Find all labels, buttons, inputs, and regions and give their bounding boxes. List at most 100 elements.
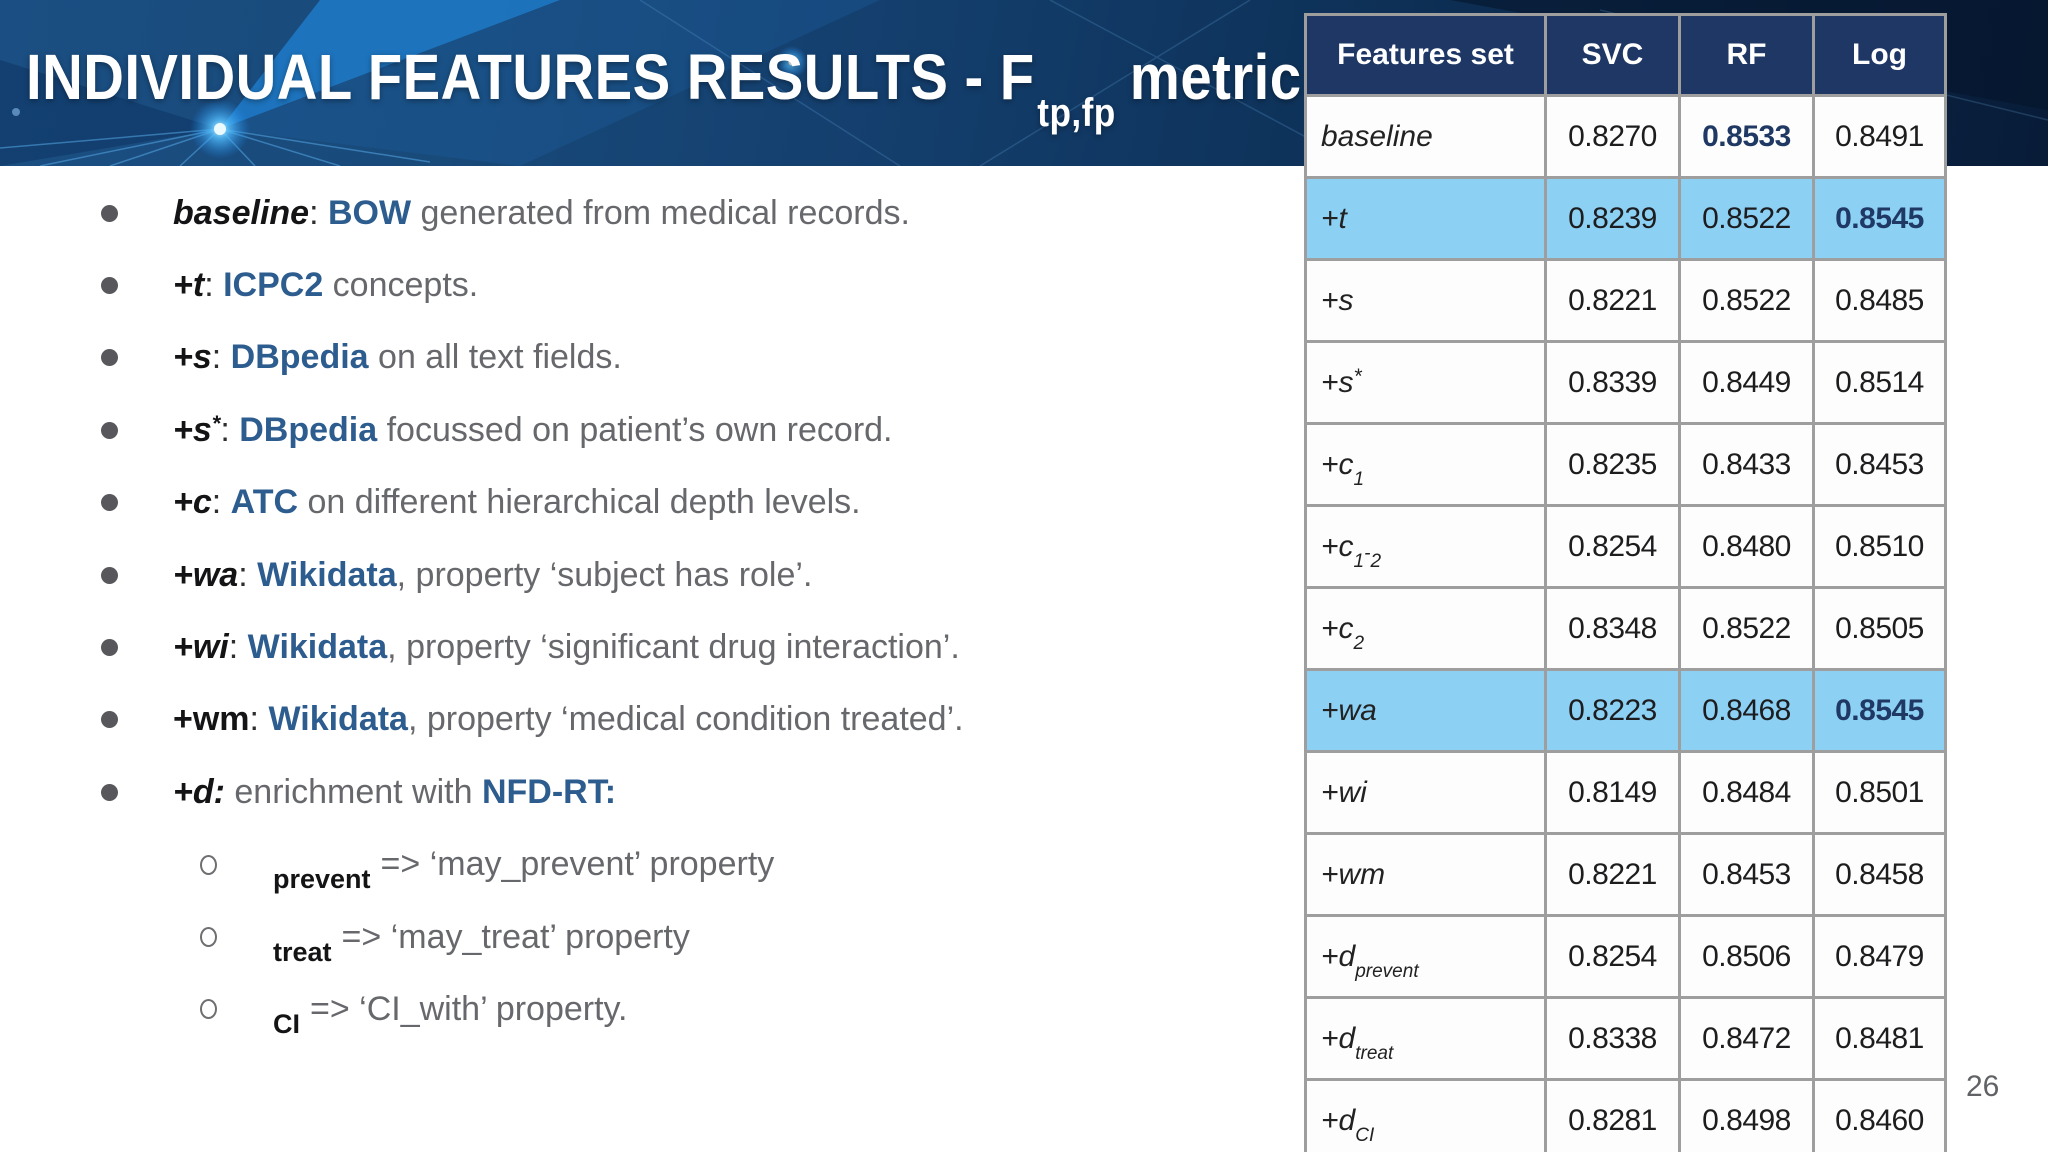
- column-header: Log: [1812, 13, 1947, 97]
- text-segment: +d:: [173, 772, 225, 811]
- list-item-text: baseline: BOW generated from medical rec…: [173, 194, 910, 233]
- metric-value-cell: 0.8481: [1812, 996, 1947, 1081]
- list-item-text: prevent => ‘may_prevent’ property: [273, 845, 774, 894]
- text-segment: , property ‘significant drug interaction…: [387, 628, 960, 667]
- table-row: +s 0.8221 0.8522 0.8485: [1304, 258, 1947, 343]
- text-segment: +wa: [173, 555, 239, 594]
- text-segment: :: [228, 628, 248, 667]
- text-segment: baseline: [173, 193, 310, 232]
- table-row: +t 0.8239 0.8522 0.8545: [1304, 176, 1947, 261]
- table-row: +dCI 0.8281 0.8498 0.8460: [1304, 1078, 1947, 1152]
- feature-label-segment: +wi: [1321, 775, 1367, 809]
- feature-label-segment: *: [1353, 364, 1362, 388]
- text-segment: prevent: [273, 864, 371, 895]
- feature-label-cell: +wa: [1304, 668, 1547, 753]
- feature-label-segment: +s: [1321, 283, 1354, 317]
- metric-value-cell: 0.8510: [1812, 504, 1947, 589]
- feature-label-segment: +wa: [1321, 693, 1377, 727]
- text-segment: on different hierarchical depth levels.: [298, 483, 861, 522]
- text-segment: concepts.: [323, 266, 479, 305]
- metric-value-cell: 0.8498: [1678, 1078, 1815, 1152]
- disc-bullet-icon: [101, 277, 118, 295]
- text-segment: generated from medical records.: [411, 193, 910, 232]
- metric-value-cell: 0.8453: [1812, 422, 1947, 507]
- table-row: +dtreat 0.8338 0.8472 0.8481: [1304, 996, 1947, 1081]
- text-segment: ATC: [230, 483, 299, 522]
- feature-label-segment: +t: [1321, 201, 1347, 235]
- text-segment: +wm: [173, 700, 250, 739]
- disc-bullet-icon: [101, 639, 118, 657]
- metric-value-cell: 0.8433: [1678, 422, 1815, 507]
- feature-label-cell: +wm: [1304, 832, 1547, 917]
- feature-label-segment: +d: [1321, 1021, 1356, 1055]
- list-item: baseline: BOW generated from medical rec…: [0, 177, 1300, 249]
- feature-label-cell: +c2: [1304, 586, 1547, 671]
- feature-label-cell: +s*: [1304, 340, 1547, 425]
- feature-label-segment: treat: [1355, 1042, 1394, 1064]
- metric-value-cell: 0.8453: [1678, 832, 1815, 917]
- feature-label-cell: +t: [1304, 176, 1547, 261]
- metric-value-cell: 0.8235: [1544, 422, 1681, 507]
- list-item-text: treat => ‘may_treat’ property: [273, 917, 690, 967]
- text-segment: => ‘may_treat’ property: [341, 917, 690, 956]
- feature-label-segment: baseline: [1321, 119, 1433, 153]
- text-segment: , property ‘subject has role’.: [396, 555, 813, 594]
- metric-value-cell: 0.8533: [1678, 94, 1815, 179]
- text-segment: :: [220, 410, 240, 449]
- list-item-text: +c: ATC on different hierarchical depth …: [173, 483, 861, 522]
- disc-bullet-icon: [101, 494, 118, 512]
- feature-label-segment: 1: [1353, 550, 1365, 572]
- feature-label-segment: +c: [1321, 447, 1354, 481]
- feature-label-cell: +s: [1304, 258, 1547, 343]
- text-segment: +c: [173, 483, 212, 522]
- text-segment: NFD-RT:: [481, 772, 617, 811]
- text-segment: +s: [173, 410, 212, 449]
- metric-value-cell: 0.8449: [1678, 340, 1815, 425]
- table-row: +c1 0.8235 0.8433 0.8453: [1304, 422, 1947, 507]
- feature-label-segment: +c: [1321, 529, 1354, 563]
- text-segment: enrichment with: [224, 772, 482, 811]
- metric-value-cell: 0.8479: [1812, 914, 1947, 999]
- text-segment: => ‘CI_with’ property.: [310, 989, 628, 1028]
- metric-value-cell: 0.8505: [1812, 586, 1947, 671]
- table-row: +wi 0.8149 0.8484 0.8501: [1304, 750, 1947, 835]
- text-segment: Wikidata: [257, 555, 397, 594]
- metric-value-cell: 0.8221: [1544, 832, 1681, 917]
- text-segment: DBpedia: [239, 410, 378, 449]
- text-segment: :: [309, 193, 328, 232]
- table-row: +wm 0.8221 0.8453 0.8458: [1304, 832, 1947, 917]
- slide-title: INDIVIDUAL FEATURES RESULTS - Ftp,fp metr…: [26, 40, 1302, 135]
- text-segment: ICPC2: [223, 266, 324, 305]
- feature-label-cell: +c1: [1304, 422, 1547, 507]
- disc-bullet-icon: [101, 783, 118, 801]
- list-item-text: CI => ‘CI_with’ property.: [273, 989, 628, 1039]
- circle-bullet-icon: [200, 999, 217, 1020]
- table-row: +c2 0.8348 0.8522 0.8505: [1304, 586, 1947, 671]
- circle-bullet-icon: [200, 927, 217, 948]
- metric-value-cell: 0.8514: [1812, 340, 1947, 425]
- text-segment: *: [211, 410, 221, 436]
- list-item: prevent => ‘may_prevent’ property: [0, 829, 1300, 901]
- metric-value-cell: 0.8149: [1544, 750, 1681, 835]
- metric-value-cell: 0.8460: [1812, 1078, 1947, 1152]
- list-item: +d: enrichment with NFD-RT:: [0, 756, 1300, 828]
- table-row: +dprevent 0.8254 0.8506 0.8479: [1304, 914, 1947, 999]
- title-suffix: metric: [1129, 41, 1302, 113]
- metric-value-cell: 0.8522: [1678, 586, 1815, 671]
- list-item: +t: ICPC2 concepts.: [0, 249, 1300, 321]
- table-header-row: Features set SVC RF Log: [1304, 13, 1947, 97]
- title-main: INDIVIDUAL FEATURES RESULTS - F: [26, 41, 1035, 113]
- feature-label-segment: 2: [1370, 550, 1382, 572]
- disc-bullet-icon: [101, 204, 118, 222]
- table-row: +wa 0.8223 0.8468 0.8545: [1304, 668, 1947, 753]
- text-segment: :: [211, 483, 231, 522]
- table-row: baseline 0.8270 0.8533 0.8491: [1304, 94, 1947, 179]
- list-item-text: +s: DBpedia on all text fields.: [173, 338, 622, 377]
- list-item: treat => ‘may_treat’ property: [0, 901, 1300, 973]
- metric-value-cell: 0.8221: [1544, 258, 1681, 343]
- feature-label-segment: 2: [1353, 632, 1365, 654]
- list-item-text: +s*: DBpedia focussed on patient’s own r…: [173, 411, 893, 450]
- column-header: RF: [1678, 13, 1815, 97]
- list-item: +s*: DBpedia focussed on patient’s own r…: [0, 394, 1300, 466]
- metric-value-cell: 0.8472: [1678, 996, 1815, 1081]
